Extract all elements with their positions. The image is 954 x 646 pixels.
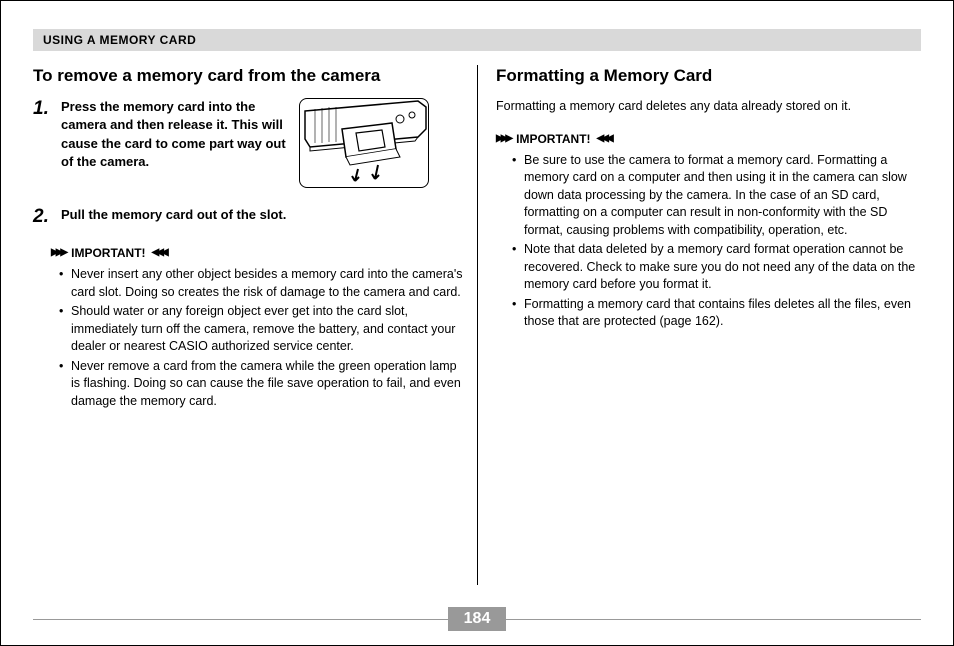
bullet-item: Never insert any other object besides a …	[71, 266, 463, 301]
step-number: 2.	[33, 206, 53, 228]
bullet-item: Note that data deleted by a memory card …	[524, 241, 921, 294]
bullet-item: Be sure to use the camera to format a me…	[524, 152, 921, 240]
important-label: IMPORTANT!	[516, 132, 590, 146]
step-number: 1.	[33, 98, 53, 120]
camera-illustration	[299, 98, 429, 188]
important-bullets-left: Never insert any other object besides a …	[33, 266, 463, 410]
arrow-right-icon: ▶▶▶	[51, 248, 65, 258]
bullet-item: Formatting a memory card that contains f…	[524, 296, 921, 331]
step-text: Pull the memory card out of the slot.	[61, 206, 463, 224]
important-block-left: ▶▶▶ IMPORTANT! ◀◀◀ Never insert any othe…	[33, 246, 463, 410]
right-column: Formatting a Memory Card Formatting a me…	[477, 65, 921, 585]
important-heading: ▶▶▶ IMPORTANT! ◀◀◀	[51, 246, 463, 260]
arrow-left-icon: ◀◀◀	[152, 248, 166, 258]
important-block-right: ▶▶▶ IMPORTANT! ◀◀◀ Be sure to use the ca…	[496, 132, 921, 331]
step-1: 1. Press the memory card into the camera…	[33, 98, 463, 188]
important-label: IMPORTANT!	[71, 246, 145, 260]
important-heading: ▶▶▶ IMPORTANT! ◀◀◀	[496, 132, 921, 146]
right-intro: Formatting a memory card deletes any dat…	[496, 98, 921, 116]
important-bullets-right: Be sure to use the camera to format a me…	[496, 152, 921, 331]
arrow-left-icon: ◀◀◀	[597, 134, 611, 144]
bullet-item: Should water or any foreign object ever …	[71, 303, 463, 356]
step-2: 2. Pull the memory card out of the slot.	[33, 206, 463, 228]
left-title: To remove a memory card from the camera	[33, 65, 463, 86]
arrow-right-icon: ▶▶▶	[496, 134, 510, 144]
page-number: 184	[448, 607, 507, 631]
right-title: Formatting a Memory Card	[496, 65, 921, 86]
left-column: To remove a memory card from the camera …	[33, 65, 477, 585]
bullet-item: Never remove a card from the camera whil…	[71, 358, 463, 411]
footer-rule-right	[506, 619, 921, 620]
section-header: USING A MEMORY CARD	[33, 29, 921, 51]
page-footer: 184	[33, 607, 921, 631]
content-columns: To remove a memory card from the camera …	[33, 65, 921, 585]
footer-rule-left	[33, 619, 448, 620]
page: USING A MEMORY CARD To remove a memory c…	[0, 0, 954, 646]
step-text: Press the memory card into the camera an…	[61, 98, 291, 171]
